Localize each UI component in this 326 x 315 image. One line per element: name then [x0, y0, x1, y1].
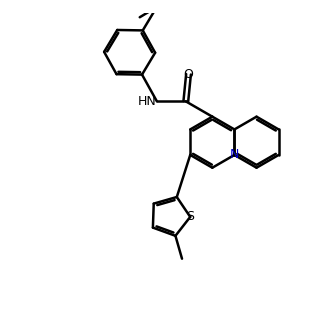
- Text: HN: HN: [138, 95, 157, 108]
- Text: N: N: [230, 148, 239, 162]
- Text: O: O: [184, 68, 193, 81]
- Text: S: S: [186, 210, 194, 223]
